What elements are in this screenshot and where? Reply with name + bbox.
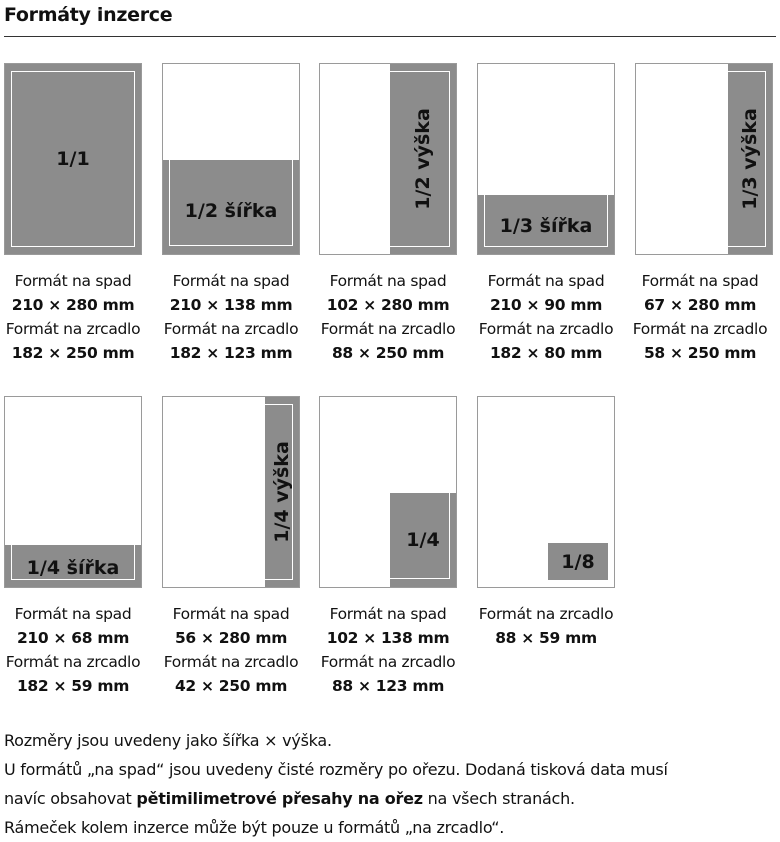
- bleed-size: 210 × 280 mm: [11, 296, 135, 314]
- format-1-2-width-preview: 1/2 šířka: [162, 63, 300, 255]
- type-area-size: 88 × 123 mm: [331, 677, 445, 695]
- ad-area: 1/4: [390, 493, 456, 587]
- format-1-1-preview: 1/1: [4, 63, 142, 255]
- ad-area: 1/3 šířka: [478, 195, 614, 254]
- format-label: 1/3 šířka: [499, 214, 593, 237]
- format-label: 1/4: [406, 529, 440, 551]
- format-1-8-caption: Formát na zrcadlo 88 × 59 mm: [467, 602, 625, 650]
- type-area-caption: Formát na zrcadlo: [163, 320, 299, 338]
- format-1-1-caption: Formát na spad 210 × 280 mm Formát na zr…: [0, 269, 152, 365]
- format-label: 1/8: [561, 550, 595, 573]
- type-area-size: 182 × 80 mm: [489, 344, 603, 362]
- bleed-caption: Formát na spad: [172, 272, 290, 290]
- bleed-caption: Formát na spad: [172, 605, 290, 623]
- bleed-caption: Formát na spad: [641, 272, 759, 290]
- ad-area: 1/3 výška: [728, 64, 772, 254]
- type-area-caption: Formát na zrcadlo: [320, 653, 456, 671]
- ad-area: 1/1: [5, 64, 141, 254]
- type-area-size: 42 × 250 mm: [174, 677, 288, 695]
- format-1-4-caption: Formát na spad 102 × 138 mm Formát na zr…: [309, 602, 467, 698]
- type-area-size: 58 × 250 mm: [643, 344, 757, 362]
- format-1-4-height-caption: Formát na spad 56 × 280 mm Formát na zrc…: [152, 602, 310, 698]
- notes-block: Rozměry jsou uvedeny jako šířka × výška.…: [4, 726, 776, 842]
- format-label: 1/3 výška: [739, 108, 761, 210]
- format-label: 1/4 šířka: [26, 557, 120, 579]
- type-area-caption: Formát na zrcadlo: [478, 605, 614, 623]
- format-label: 1/2 výška: [412, 108, 434, 210]
- bleed-caption: Formát na spad: [329, 272, 447, 290]
- note-line: Rámeček kolem inzerce může být pouze u f…: [4, 818, 505, 837]
- format-label: 1/1: [56, 148, 90, 170]
- ad-area: 1/4 šířka: [5, 545, 141, 587]
- note-text: navíc obsahovat: [4, 789, 137, 808]
- note-emphasis: pětimilimetrové přesahy na ořez: [136, 789, 423, 808]
- type-area-size: 182 × 123 mm: [169, 344, 293, 362]
- format-1-3-width-preview: 1/3 šířka: [477, 63, 615, 255]
- type-area-caption: Formát na zrcadlo: [478, 320, 614, 338]
- type-area-caption: Formát na zrcadlo: [632, 320, 768, 338]
- note-line: navíc obsahovat pětimilimetrové přesahy …: [4, 784, 776, 813]
- format-1-4-height-preview: 1/4 výška: [162, 396, 300, 588]
- format-1-4-width-caption: Formát na spad 210 × 68 mm Formát na zrc…: [0, 602, 152, 698]
- bleed-size: 102 × 280 mm: [326, 296, 450, 314]
- bleed-size: 210 × 90 mm: [489, 296, 603, 314]
- title-divider: [4, 36, 776, 37]
- note-line: Rozměry jsou uvedeny jako šířka × výška.: [4, 731, 332, 750]
- note-line: U formátů „na spad“ jsou uvedeny čisté r…: [4, 760, 668, 779]
- format-1-4-preview: 1/4: [319, 396, 457, 588]
- type-area-caption: Formát na zrcadlo: [5, 653, 141, 671]
- bleed-caption: Formát na spad: [14, 605, 132, 623]
- page-title: Formáty inzerce: [4, 4, 173, 26]
- type-area-caption: Formát na zrcadlo: [163, 653, 299, 671]
- format-1-3-width-caption: Formát na spad 210 × 90 mm Formát na zrc…: [467, 269, 625, 365]
- format-1-3-height-preview: 1/3 výška: [635, 63, 773, 255]
- format-label: 1/4 výška: [271, 441, 293, 543]
- bleed-size: 210 × 68 mm: [16, 629, 130, 647]
- type-area-caption: Formát na zrcadlo: [320, 320, 456, 338]
- type-area-size: 182 × 59 mm: [16, 677, 130, 695]
- format-1-2-height-preview: 1/2 výška: [319, 63, 457, 255]
- format-1-3-height-caption: Formát na spad 67 × 280 mm Formát na zrc…: [621, 269, 779, 365]
- bleed-caption: Formát na spad: [14, 272, 132, 290]
- format-label: 1/2 šířka: [184, 200, 278, 222]
- bleed-size: 210 × 138 mm: [169, 296, 293, 314]
- format-1-2-width-caption: Formát na spad 210 × 138 mm Formát na zr…: [152, 269, 310, 365]
- type-area-size: 88 × 59 mm: [495, 629, 597, 647]
- bleed-size: 102 × 138 mm: [326, 629, 450, 647]
- bleed-size: 67 × 280 mm: [643, 296, 757, 314]
- type-area-caption: Formát na zrcadlo: [5, 320, 141, 338]
- type-area-size: 88 × 250 mm: [331, 344, 445, 362]
- format-1-4-width-preview: 1/4 šířka: [4, 396, 142, 588]
- format-1-2-height-caption: Formát na spad 102 × 280 mm Formát na zr…: [309, 269, 467, 365]
- ad-area: 1/2 výška: [390, 64, 456, 254]
- bleed-size: 56 × 280 mm: [174, 629, 288, 647]
- ad-area: 1/8: [548, 543, 608, 580]
- type-area-size: 182 × 250 mm: [11, 344, 135, 362]
- note-text: na všech stranách.: [422, 789, 575, 808]
- format-1-8-preview: 1/8: [477, 396, 615, 588]
- bleed-caption: Formát na spad: [487, 272, 605, 290]
- ad-area: 1/2 šířka: [163, 160, 299, 254]
- bleed-caption: Formát na spad: [329, 605, 447, 623]
- ad-area: 1/4 výška: [265, 397, 299, 587]
